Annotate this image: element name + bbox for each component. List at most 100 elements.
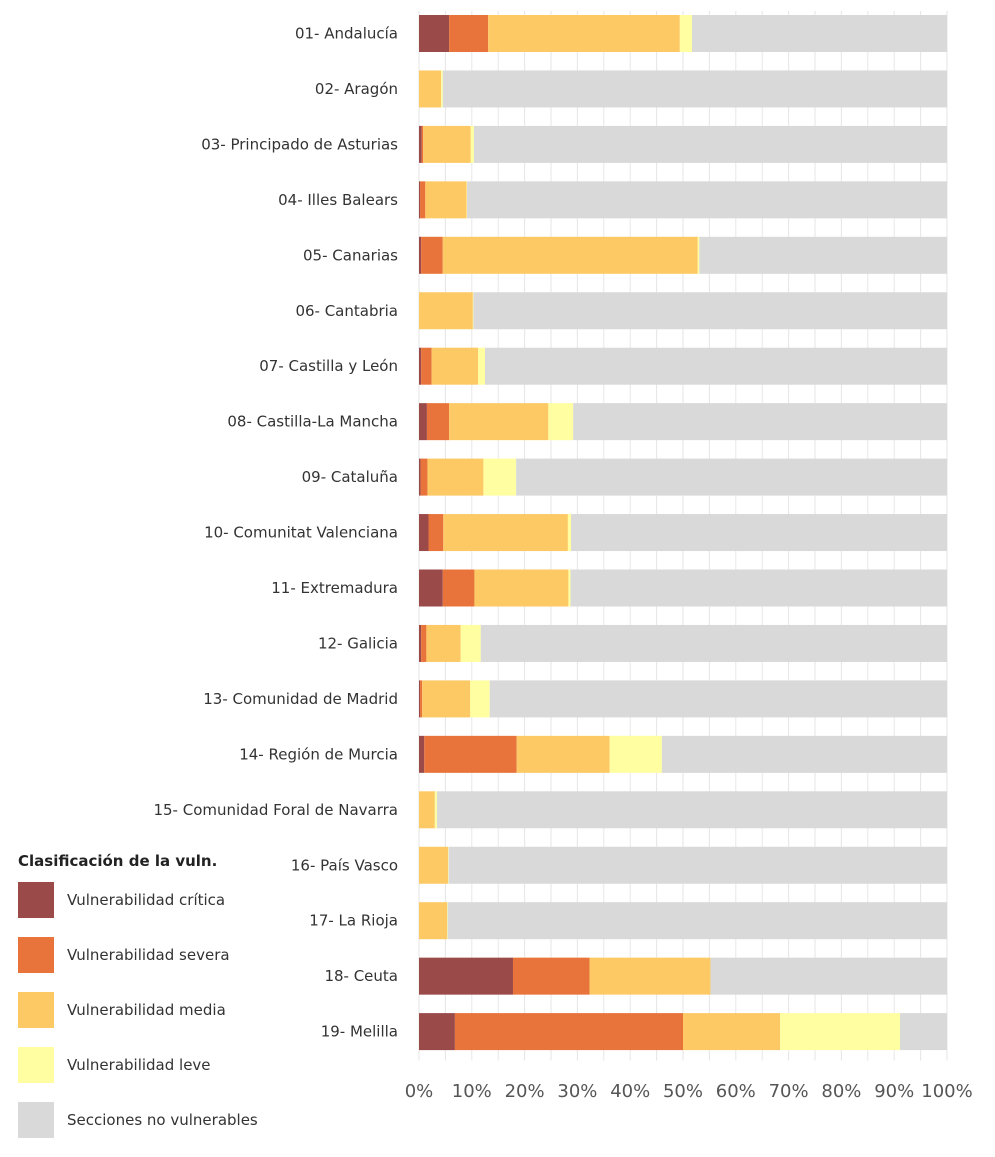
bar-segment-5 [699, 236, 947, 274]
bar-segment-4 [780, 1013, 901, 1051]
category-label: 15- Comunidad Foral de Navarra [153, 801, 398, 819]
bar-segment-2 [512, 957, 590, 995]
bar-segment-5 [710, 957, 947, 995]
bar-segment-5 [480, 624, 947, 662]
legend-label: Vulnerabilidad media [67, 1001, 226, 1019]
bar-segment-3 [425, 181, 467, 219]
legend-swatch [18, 882, 54, 918]
bar-segment-3 [419, 70, 442, 108]
bar-segment-3 [419, 846, 449, 884]
x-tick-label: 10% [452, 1081, 492, 1102]
bar-segment-5 [516, 458, 947, 496]
category-label: 08- Castilla-La Mancha [227, 413, 398, 431]
bar-segment-5 [489, 680, 947, 718]
legend-item: Vulnerabilidad leve [18, 1047, 278, 1083]
category-label: 10- Comunitat Valenciana [204, 524, 398, 542]
x-tick-label: 70% [769, 1081, 809, 1102]
legend-items: Vulnerabilidad crítica Vulnerabilidad sev… [18, 882, 278, 1138]
bar-segment-5 [473, 125, 947, 163]
x-tick-label: 30% [557, 1081, 597, 1102]
legend-label: Vulnerabilidad leve [67, 1056, 211, 1074]
bar-segment-5 [467, 181, 947, 219]
bar-segment-4 [478, 347, 485, 385]
bar-segment-3 [423, 125, 471, 163]
legend: Clasificación de la vuln. Vulnerabilidad… [18, 852, 278, 1157]
bar-segment-3 [419, 902, 447, 940]
bar-segment-3 [442, 236, 698, 274]
bar-segment-1 [419, 236, 422, 274]
category-label: 11- Extremadura [271, 579, 398, 597]
bar-segment-2 [420, 458, 428, 496]
bar-segment-1 [419, 735, 425, 773]
bar-segment-4 [483, 458, 517, 496]
bar-segment-5 [691, 15, 947, 52]
bar-segment-5 [447, 902, 947, 940]
bar-segment-1 [419, 569, 443, 607]
bar-segment-3 [431, 347, 479, 385]
bar-segment-1 [419, 125, 422, 163]
bar-segment-3 [683, 1013, 781, 1051]
category-label: 17- La Rioja [309, 912, 398, 930]
category-label: 12- Galicia [318, 634, 398, 652]
bar-segment-5 [448, 846, 947, 884]
category-label: 04- Illes Balears [278, 191, 398, 209]
category-label: 02- Aragón [315, 80, 398, 98]
bar-segment-4 [548, 403, 574, 441]
x-tick-label: 60% [716, 1081, 756, 1102]
bar-segment-1 [419, 624, 422, 662]
legend-item: Vulnerabilidad severa [18, 937, 278, 973]
bar-segment-5 [661, 735, 947, 773]
category-label: 01- Andalucía [295, 25, 398, 43]
bar-segment-2 [449, 15, 489, 52]
bar-segment-3 [516, 735, 610, 773]
category-label: 09- Cataluña [302, 468, 398, 486]
x-tick-label: 100% [921, 1081, 972, 1102]
x-tick-label: 90% [874, 1081, 914, 1102]
bar-segment-5 [473, 292, 947, 330]
bar-segment-5 [570, 569, 947, 607]
category-label: 07- Castilla y León [259, 357, 398, 375]
category-label: 13- Comunidad de Madrid [203, 690, 398, 708]
legend-item: Secciones no vulnerables [18, 1102, 278, 1138]
bar-segment-4 [568, 569, 571, 607]
x-tick-label: 0% [405, 1081, 434, 1102]
bar-segment-3 [474, 569, 569, 607]
category-label: 03- Principado de Asturias [201, 135, 398, 153]
bar-segment-1 [419, 181, 421, 219]
bar-segment-1 [419, 680, 421, 718]
bar-segment-2 [454, 1013, 683, 1051]
bar-segment-5 [442, 70, 947, 108]
bar-segment-3 [422, 680, 471, 718]
bar-segment-3 [419, 292, 473, 330]
bar-segment-2 [421, 236, 443, 274]
bar-segment-4 [470, 125, 474, 163]
bar-segment-4 [441, 70, 443, 108]
legend-item: Vulnerabilidad crítica [18, 882, 278, 918]
legend-title: Clasificación de la vuln. [18, 852, 218, 870]
legend-label: Secciones no vulnerables [67, 1111, 258, 1129]
bar-segment-2 [426, 403, 450, 441]
bar-segment-5 [485, 347, 947, 385]
category-label: 06- Cantabria [295, 302, 398, 320]
legend-swatch [18, 1102, 54, 1138]
category-label: 14- Región de Murcia [239, 745, 398, 763]
bar-segment-1 [419, 458, 421, 496]
legend-swatch [18, 937, 54, 973]
category-label: 16- País Vasco [291, 856, 398, 874]
bar-segment-2 [420, 680, 423, 718]
category-label: 05- Canarias [303, 246, 398, 264]
bar-segment-1 [419, 957, 513, 995]
legend-label: Vulnerabilidad crítica [67, 891, 226, 909]
x-tick-label: 50% [663, 1081, 703, 1102]
bar-segment-2 [424, 735, 517, 773]
bar-segment-1 [419, 514, 429, 552]
bar-segment-4 [679, 15, 692, 52]
legend-swatch [18, 992, 54, 1028]
bar-segment-3 [449, 403, 549, 441]
bar-segment-2 [421, 125, 424, 163]
bar-segment-3 [488, 15, 680, 52]
x-tick-label: 20% [505, 1081, 545, 1102]
bar-segment-4 [434, 791, 437, 829]
bar-segment-1 [419, 15, 450, 52]
